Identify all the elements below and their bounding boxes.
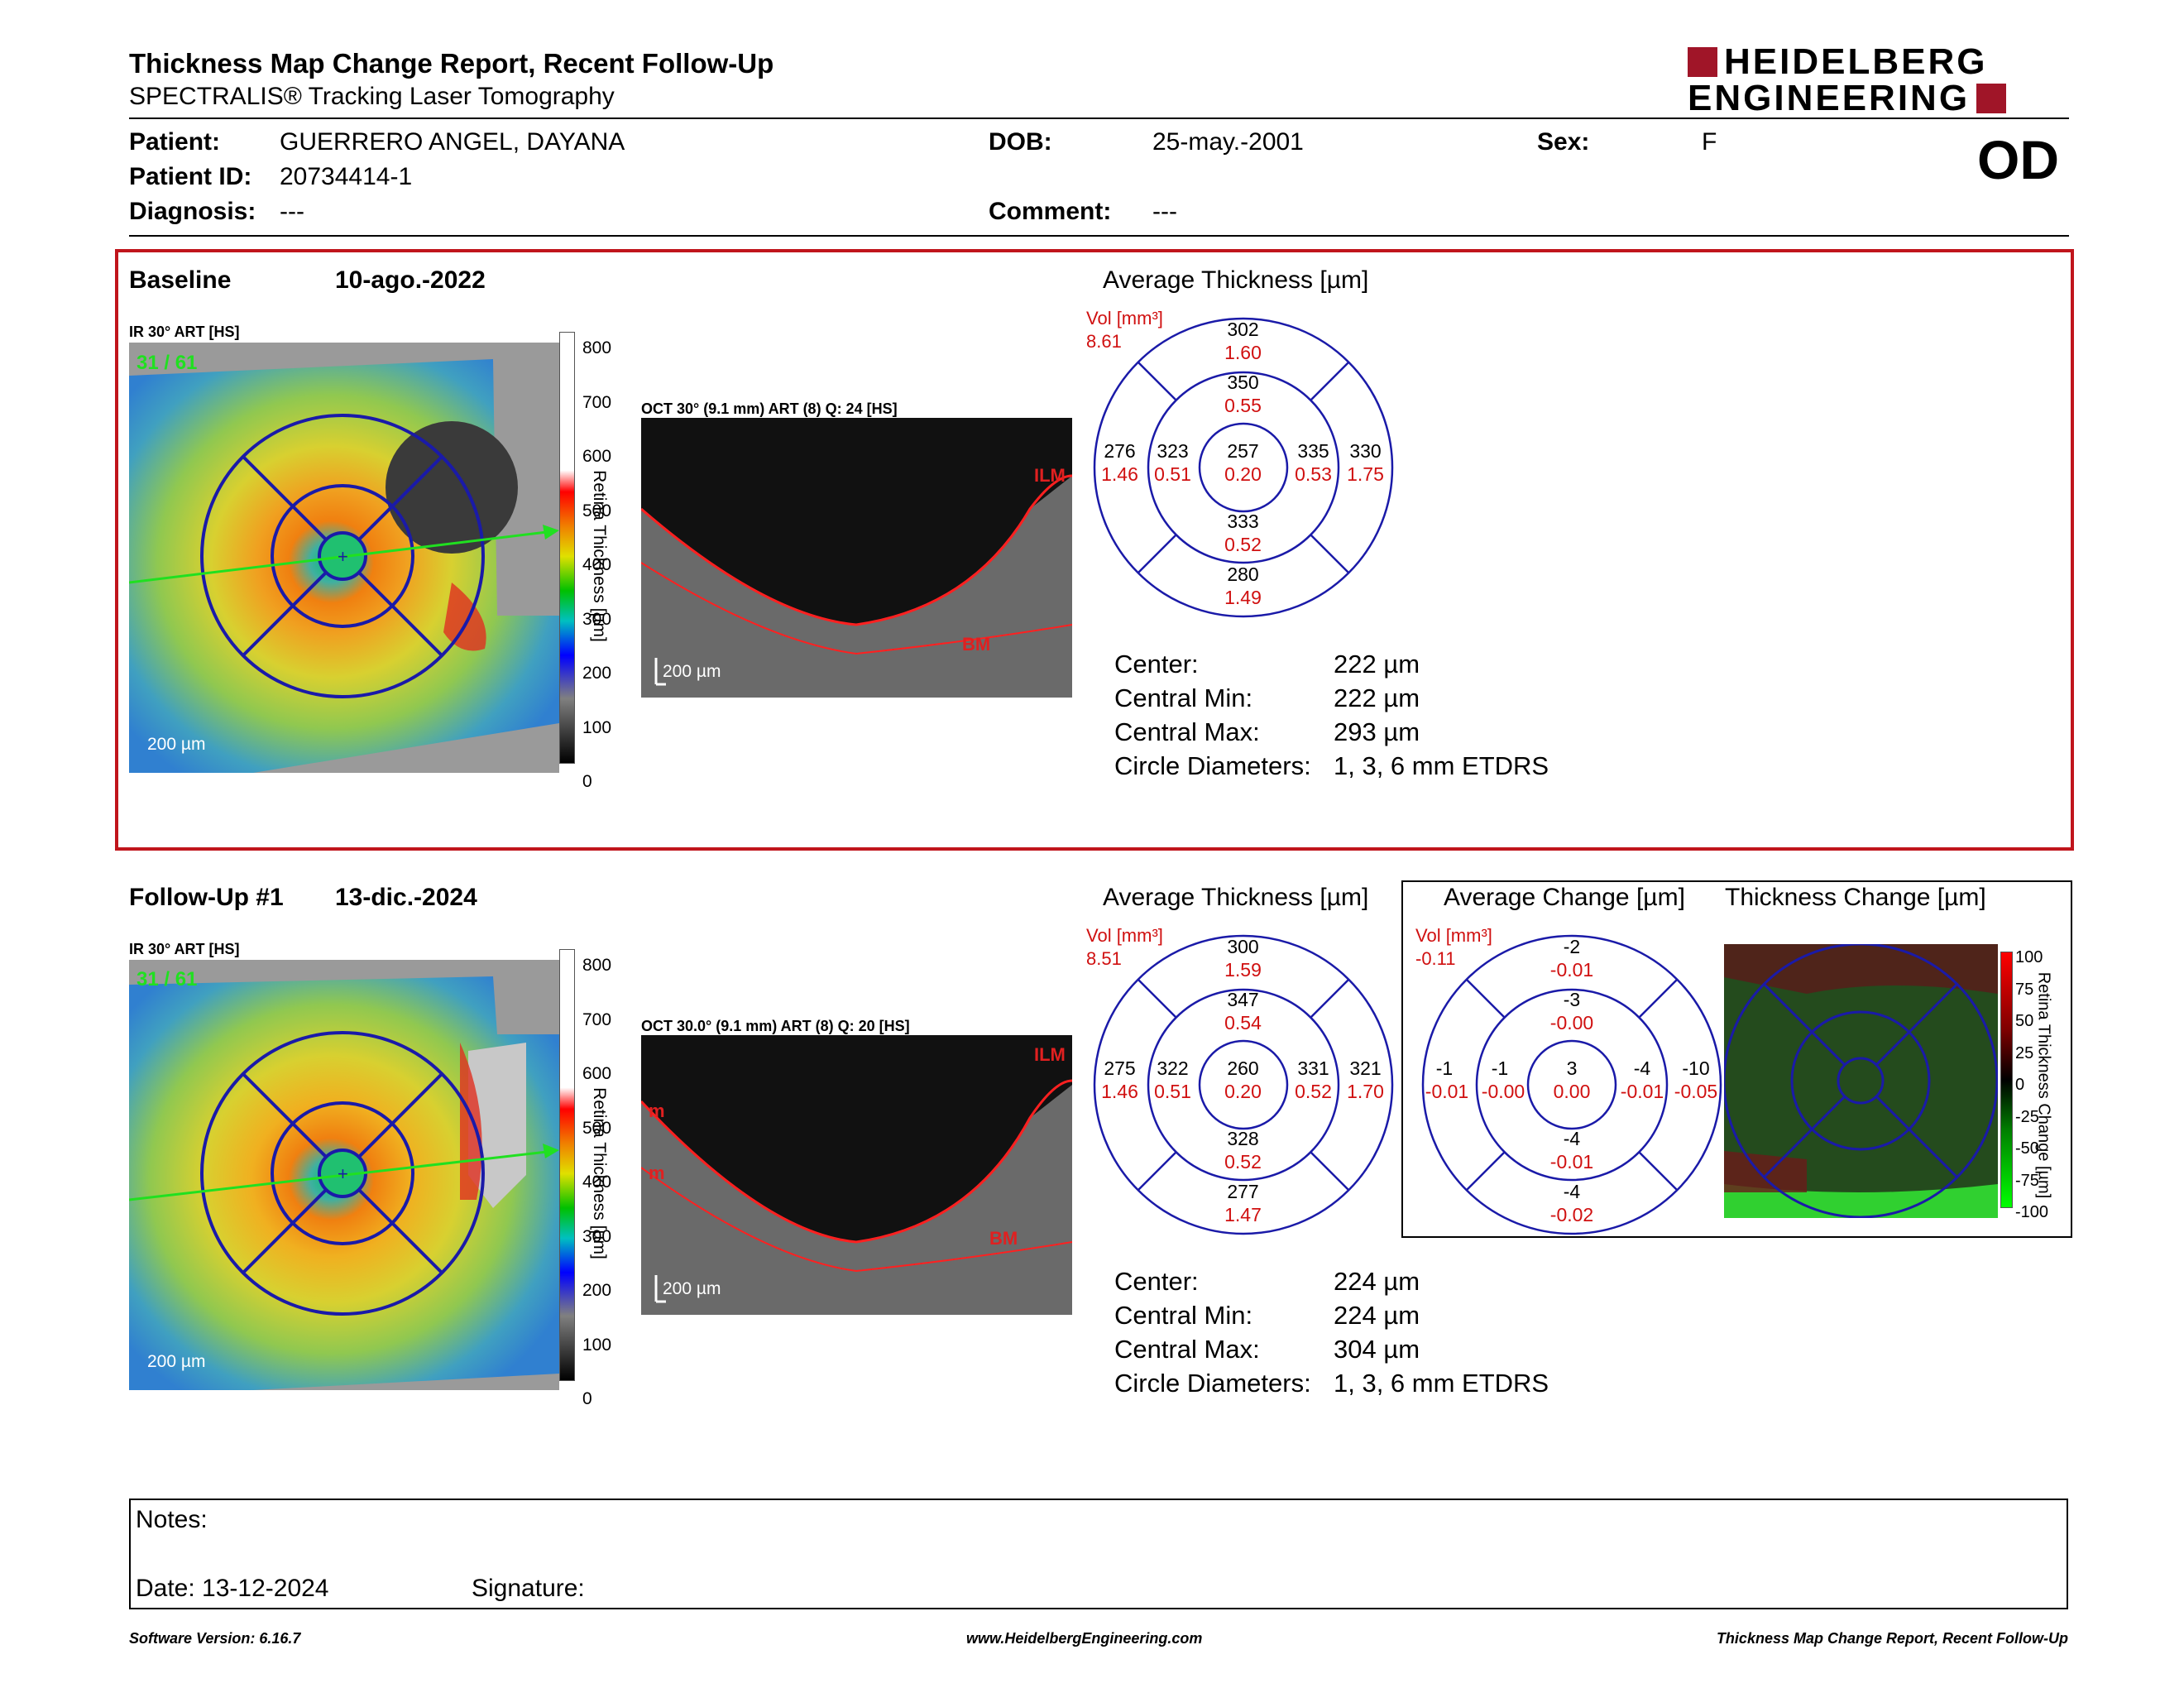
notes-box[interactable] [129,1499,2068,1609]
patient-id: 20734414-1 [280,163,413,190]
followup-oct-label: OCT 30.0° (9.1 mm) ART (8) Q: 20 [HS] [641,1018,910,1034]
baseline-stats-values: 222 µm 222 µm 293 µm 1, 3, 6 mm ETDRS [1334,650,1549,780]
change-box [1401,880,2072,1238]
followup-etdrs-chart [1093,934,1394,1235]
baseline-panel [115,249,2074,851]
footer-version: Software Version: 6.16.7 [129,1630,301,1647]
followup-vol-label: Vol [mm³] [1086,925,1163,946]
change-title: Average Change [µm] [1444,884,1685,911]
eye-indicator: OD [1977,129,2059,190]
baseline-stats-labels: Center: Central Min: Central Max: Circle… [1114,650,1311,780]
diagnosis-label: Diagnosis: [129,198,256,225]
dob-value: 25-may.-2001 [1152,128,1304,156]
change-vol-label: Vol [mm³] [1415,925,1492,946]
followup-vol-value: 8.51 [1086,948,1122,969]
followup-oct-marker: m [649,1101,665,1121]
thickness-change-map [1724,944,1998,1218]
change-colorbar-ticks: 100 75 50 25 0 -25 -50 -75 -100 [2015,948,2049,1221]
baseline-vol-value: 8.61 [1086,331,1122,352]
footer-website[interactable]: www.HeidelbergEngineering.com [966,1630,1203,1647]
followup-stats-labels: Center: Central Min: Central Max: Circle… [1114,1267,1311,1398]
header-divider [129,117,2069,119]
baseline-oct-label: OCT 30° (9.1 mm) ART (8) Q: 24 [HS] [641,400,898,417]
logo-line-1: HEIDELBERG [1688,44,1987,80]
baseline-oct-bm: BM [962,634,991,655]
baseline-etdrs-chart [1093,317,1394,618]
baseline-avg-title: Average Thickness [µm] [1103,266,1369,294]
baseline-colorbar-title: Retina Thickness [µm] [589,470,609,642]
notes-label: Notes: [136,1506,208,1533]
followup-colorbar-title: Retina Thickness [µm] [589,1087,609,1259]
change-colorbar-title: Retina Thickness Change [µm] [2034,971,2053,1199]
patient-id-label: Patient ID: [129,163,252,190]
followup-etdrs-grid: + [129,1031,559,1316]
sex-value: F [1702,128,1717,156]
followup-map-scalebar: 200 µm [147,1352,206,1371]
notes-signature: Signature: [472,1575,585,1602]
change-etdrs-chart [1421,934,1722,1235]
svg-text:+: + [338,546,348,567]
svg-text:+: + [338,1163,348,1184]
followup-colorbar [559,949,575,1381]
followup-label: Follow-Up #1 [129,884,284,911]
baseline-colorbar [559,332,575,764]
thickness-change-title: Thickness Change [µm] [1725,884,1986,911]
baseline-oct-scan [641,418,1072,698]
logo-square-icon [1688,47,1717,77]
patient-label: Patient: [129,128,221,156]
followup-colorbar-ticks: 800 700 600 500 400 300 200 100 0 [582,956,612,1408]
notes-date: Date: 13-12-2024 [136,1575,329,1602]
baseline-frame-count: 31 / 61 [136,352,198,374]
followup-oct-scalebar: 200 µm [663,1279,721,1298]
baseline-ir-label: IR 30° ART [HS] [129,324,240,340]
change-vol-value: -0.11 [1415,948,1456,969]
followup-oct-ilm: ILM [1034,1044,1066,1065]
followup-stats-values: 224 µm 224 µm 304 µm 1, 3, 6 mm ETDRS [1334,1267,1549,1398]
report-subtitle: SPECTRALIS® Tracking Laser Tomography [129,83,615,110]
followup-oct-marker-2: m [649,1163,665,1183]
baseline-map-scalebar: 200 µm [147,735,206,754]
baseline-oct-ilm: ILM [1034,465,1066,486]
logo-line-2: ENGINEERING [1688,80,2007,117]
diagnosis-value: --- [280,198,304,225]
baseline-oct-scalebar: 200 µm [663,662,721,681]
change-colorbar [2000,952,2013,1208]
baseline-colorbar-ticks: 800 700 600 500 400 300 200 100 0 [582,338,612,791]
report-title: Thickness Map Change Report, Recent Foll… [129,48,774,79]
followup-frame-count: 31 / 61 [136,968,198,990]
followup-ir-label: IR 30° ART [HS] [129,941,240,957]
baseline-etdrs-grid: + [129,414,559,698]
comment-value: --- [1152,198,1177,225]
comment-label: Comment: [989,198,1112,225]
footer-report-name: Thickness Map Change Report, Recent Foll… [1716,1630,2068,1647]
logo-square-icon [1976,84,2007,113]
followup-avg-title: Average Thickness [µm] [1103,884,1369,911]
followup-oct-bm: BM [989,1228,1018,1249]
baseline-vol-label: Vol [mm³] [1086,308,1163,328]
patient-divider [129,235,2069,237]
patient-name: GUERRERO ANGEL, DAYANA [280,128,625,156]
baseline-label: Baseline [129,266,232,294]
baseline-date: 10-ago.-2022 [335,266,486,294]
followup-date: 13-dic.-2024 [335,884,477,911]
dob-label: DOB: [989,128,1052,156]
sex-label: Sex: [1537,128,1590,156]
followup-oct-scan [641,1035,1072,1315]
